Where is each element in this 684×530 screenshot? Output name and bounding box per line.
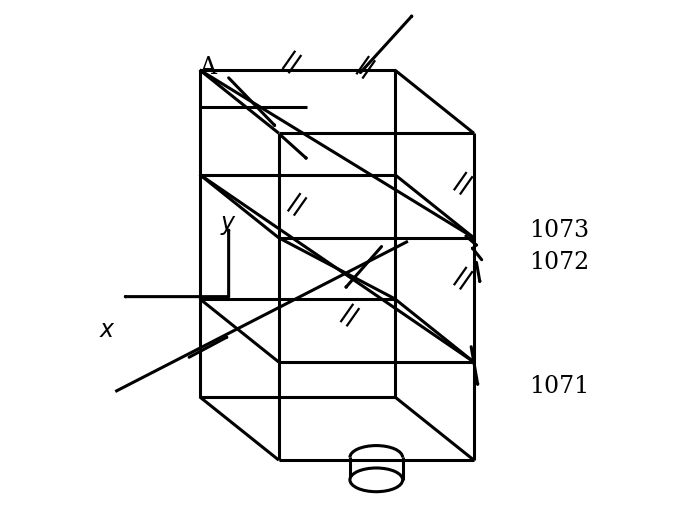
Text: $y$: $y$: [220, 214, 237, 237]
Text: A: A: [199, 56, 216, 79]
Ellipse shape: [350, 468, 403, 492]
Text: 1071: 1071: [529, 375, 590, 398]
Text: 1073: 1073: [529, 219, 590, 242]
Text: $x$: $x$: [99, 320, 116, 342]
Text: 1072: 1072: [529, 251, 590, 274]
